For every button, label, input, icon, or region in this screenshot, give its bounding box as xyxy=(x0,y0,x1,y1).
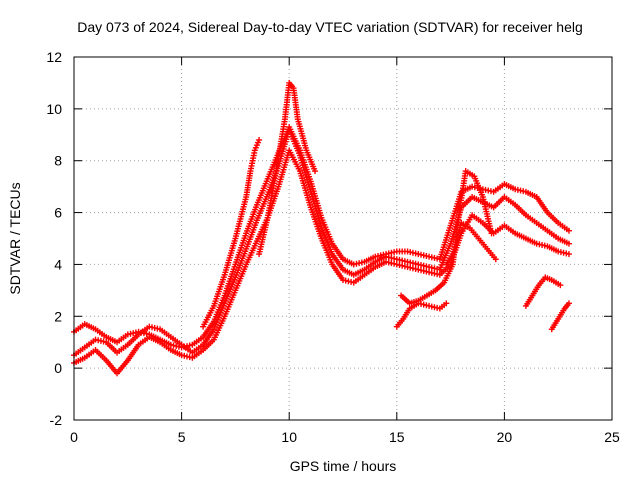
data-point xyxy=(256,136,263,143)
y-tick-label: 10 xyxy=(46,101,62,117)
series-arc-9 xyxy=(522,274,564,309)
chart-title: Day 073 of 2024, Sidereal Day-to-day VTE… xyxy=(77,19,583,35)
series-arc-10 xyxy=(548,300,572,333)
y-tick-label: 4 xyxy=(54,256,62,272)
y-tick-label: 12 xyxy=(46,49,62,65)
data-point xyxy=(565,240,572,247)
data-points xyxy=(71,79,572,377)
x-axis-label: GPS time / hours xyxy=(290,458,397,474)
x-tick-label: 5 xyxy=(178,429,186,445)
axis-ticks: 0 5 10 15 20 25 -2 0 2 4 6 8 10 12 xyxy=(46,49,620,445)
series-arc-8 xyxy=(443,219,499,268)
x-tick-label: 0 xyxy=(70,429,78,445)
y-tick-label: 6 xyxy=(54,205,62,221)
data-point xyxy=(557,282,564,289)
data-point xyxy=(443,300,450,307)
x-tick-label: 25 xyxy=(604,429,620,445)
y-tick-label: 2 xyxy=(54,308,62,324)
y-tick-label: 8 xyxy=(54,153,62,169)
series-arc-2 xyxy=(71,126,572,359)
series-arc-4 xyxy=(200,136,263,330)
x-tick-label: 20 xyxy=(497,429,513,445)
y-tick-label: -2 xyxy=(50,412,63,428)
x-tick-label: 10 xyxy=(281,429,297,445)
data-point xyxy=(492,256,499,263)
y-axis-label: SDTVAR / TECUs xyxy=(7,182,23,294)
x-tick-label: 15 xyxy=(389,429,405,445)
data-point xyxy=(565,251,572,258)
series-arc-6 xyxy=(393,300,450,330)
grid-lines xyxy=(74,57,612,420)
series-arc-3 xyxy=(71,147,572,377)
series-arc-5 xyxy=(256,79,319,258)
data-point xyxy=(565,227,572,234)
plot-frame xyxy=(73,56,613,421)
data-point xyxy=(312,168,319,175)
data-point xyxy=(488,230,495,237)
y-tick-label: 0 xyxy=(54,360,62,376)
data-point xyxy=(565,300,572,307)
